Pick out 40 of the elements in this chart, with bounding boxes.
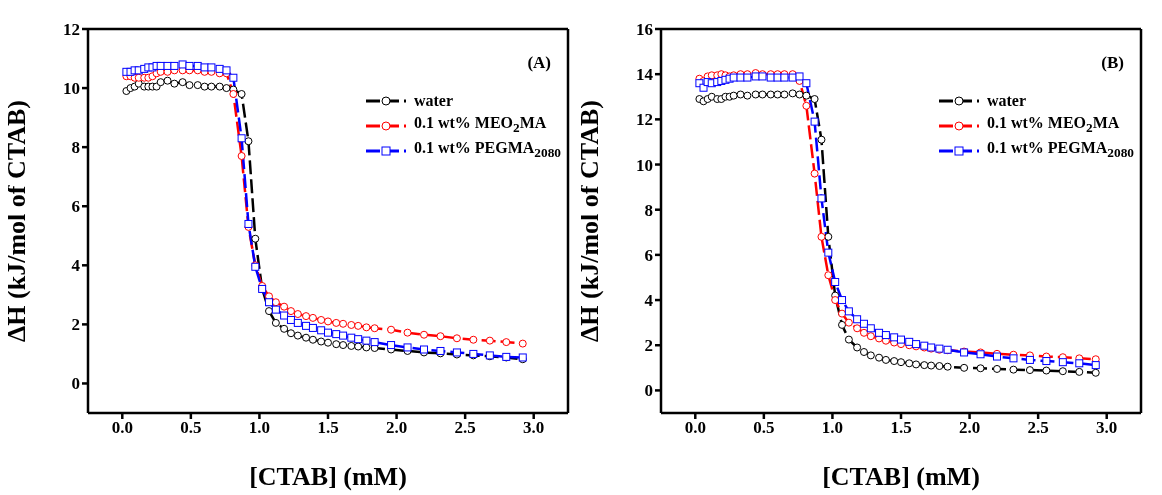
y-tick-label: 2 [644, 336, 653, 356]
legend-label: 0.1 wt% MEO$_{2}$MA [413, 114, 547, 137]
y-tick-label: 8 [644, 200, 653, 220]
x-tick-label: 0.0 [684, 418, 706, 438]
y-tick-label: 10 [636, 155, 653, 175]
y-tick-label: 4 [644, 291, 654, 311]
x-tick-label: 3.0 [523, 418, 545, 438]
y-tick-label: 6 [644, 245, 653, 265]
x-tick-label: 2.5 [454, 418, 476, 438]
y-tick-label: 12 [636, 110, 653, 130]
x-tick-label: 1.0 [248, 418, 271, 438]
x-tick-label: 1.5 [890, 418, 912, 438]
annotation: (A) [527, 53, 551, 73]
y-tick-label: 0 [644, 381, 653, 401]
y-tick-label: 10 [63, 79, 80, 99]
x-tick-label: 2.0 [385, 418, 408, 438]
y-tick-label: 8 [71, 138, 80, 158]
y-tick-label: 4 [71, 256, 81, 276]
y-tick-label: 12 [63, 20, 80, 40]
x-tick-label: 1.5 [317, 418, 339, 438]
x-tick-label: 0.0 [111, 418, 133, 438]
y-tick-label: 14 [636, 65, 654, 85]
legend-label: water [986, 91, 1026, 110]
x-tick-label: 2.0 [958, 418, 981, 438]
x-axis-title: [CTAB] (mM) [249, 462, 407, 491]
x-tick-label: 3.0 [1096, 418, 1118, 438]
x-axis-title: [CTAB] (mM) [822, 462, 980, 491]
legend-label: 0.1 wt% PEGMA$_{2080}$ [413, 139, 561, 162]
x-tick-label: 2.5 [1027, 418, 1049, 438]
legend-label: water [413, 91, 453, 110]
legend-label: 0.1 wt% MEO$_{2}$MA [986, 114, 1120, 137]
x-tick-label: 1.0 [821, 418, 844, 438]
y-tick-label: 0 [71, 374, 80, 394]
y-tick-label: 6 [71, 197, 80, 217]
y-tick-label: 16 [636, 20, 653, 40]
legend-label: 0.1 wt% PEGMA$_{2080}$ [986, 139, 1134, 162]
y-tick-label: 2 [71, 315, 80, 335]
annotation: (B) [1101, 53, 1124, 73]
x-tick-label: 0.5 [753, 418, 775, 438]
x-tick-label: 0.5 [180, 418, 202, 438]
